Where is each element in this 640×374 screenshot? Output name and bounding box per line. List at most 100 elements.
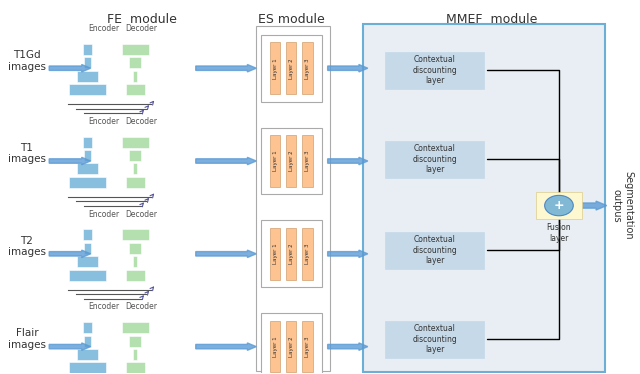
Text: +: + [554,199,564,212]
FancyBboxPatch shape [363,24,605,372]
Text: Layer 2: Layer 2 [289,243,294,264]
FancyBboxPatch shape [125,362,145,373]
FancyBboxPatch shape [385,141,484,178]
Text: Decoder: Decoder [125,24,157,33]
Polygon shape [328,157,368,165]
Text: Encoder: Encoder [88,117,119,126]
FancyBboxPatch shape [385,321,484,358]
FancyBboxPatch shape [261,35,321,102]
FancyBboxPatch shape [286,228,296,280]
Ellipse shape [545,195,573,216]
Polygon shape [49,64,91,72]
Polygon shape [196,64,256,72]
Text: T1
images: T1 images [8,143,46,165]
Text: Encoder: Encoder [88,302,119,312]
FancyBboxPatch shape [302,228,312,280]
FancyBboxPatch shape [270,321,280,373]
FancyBboxPatch shape [129,243,141,254]
FancyBboxPatch shape [84,57,91,68]
FancyBboxPatch shape [133,349,137,360]
FancyBboxPatch shape [270,228,280,280]
FancyBboxPatch shape [261,128,321,194]
FancyBboxPatch shape [286,42,296,94]
FancyBboxPatch shape [385,52,484,89]
FancyBboxPatch shape [302,135,312,187]
Text: Decoder: Decoder [125,209,157,218]
FancyBboxPatch shape [77,256,99,267]
Text: Layer 3: Layer 3 [305,58,310,79]
Text: Layer 2: Layer 2 [289,151,294,171]
FancyBboxPatch shape [270,135,280,187]
Polygon shape [49,343,91,350]
FancyBboxPatch shape [385,232,484,269]
FancyBboxPatch shape [84,336,91,347]
FancyBboxPatch shape [286,135,296,187]
FancyBboxPatch shape [302,321,312,373]
FancyBboxPatch shape [83,44,92,55]
FancyBboxPatch shape [129,57,141,68]
Text: Layer 1: Layer 1 [273,243,278,264]
Text: Flair
images: Flair images [8,328,46,350]
FancyBboxPatch shape [122,230,148,240]
FancyBboxPatch shape [270,42,280,94]
FancyBboxPatch shape [256,25,330,371]
Text: FE  module: FE module [107,12,177,25]
FancyBboxPatch shape [69,177,106,188]
FancyBboxPatch shape [261,313,321,374]
Text: Layer 1: Layer 1 [273,336,278,357]
Text: Fusion
layer: Fusion layer [547,223,572,243]
FancyBboxPatch shape [536,192,582,219]
Text: Layer 1: Layer 1 [273,58,278,79]
Text: ES module: ES module [258,12,324,25]
FancyBboxPatch shape [122,44,148,55]
Polygon shape [328,343,368,350]
FancyBboxPatch shape [133,71,137,82]
FancyBboxPatch shape [125,177,145,188]
Text: Contextual
discounting
layer: Contextual discounting layer [412,144,457,174]
FancyBboxPatch shape [286,321,296,373]
FancyBboxPatch shape [133,163,137,174]
Text: Encoder: Encoder [88,24,119,33]
Polygon shape [196,250,256,258]
FancyBboxPatch shape [69,84,106,95]
FancyBboxPatch shape [125,270,145,280]
FancyBboxPatch shape [261,220,321,287]
FancyBboxPatch shape [302,42,312,94]
Text: Contextual
discounting
layer: Contextual discounting layer [412,324,457,354]
FancyBboxPatch shape [133,256,137,267]
Polygon shape [196,343,256,350]
FancyBboxPatch shape [129,150,141,161]
Text: T1Gd
images: T1Gd images [8,50,46,71]
Text: T2
images: T2 images [8,236,46,257]
FancyBboxPatch shape [129,336,141,347]
Text: Decoder: Decoder [125,117,157,126]
Text: Segmentation
outpus: Segmentation outpus [612,171,634,240]
Polygon shape [49,250,91,258]
FancyBboxPatch shape [122,322,148,333]
Polygon shape [580,201,607,210]
Text: Layer 3: Layer 3 [305,243,310,264]
FancyBboxPatch shape [69,270,106,280]
Text: Layer 3: Layer 3 [305,151,310,171]
Text: Contextual
discounting
layer: Contextual discounting layer [412,55,457,85]
Text: Layer 2: Layer 2 [289,336,294,357]
FancyBboxPatch shape [84,243,91,254]
Text: Layer 1: Layer 1 [273,151,278,171]
Text: Decoder: Decoder [125,302,157,312]
FancyBboxPatch shape [77,71,99,82]
Polygon shape [328,64,368,72]
FancyBboxPatch shape [125,84,145,95]
FancyBboxPatch shape [69,362,106,373]
FancyBboxPatch shape [83,137,92,148]
Text: Layer 2: Layer 2 [289,58,294,79]
Polygon shape [328,250,368,258]
FancyBboxPatch shape [77,349,99,360]
Text: Layer 3: Layer 3 [305,336,310,357]
Polygon shape [49,157,91,165]
FancyBboxPatch shape [83,230,92,240]
Text: Contextual
discounting
layer: Contextual discounting layer [412,235,457,265]
FancyBboxPatch shape [122,137,148,148]
Text: MMEF  module: MMEF module [446,12,538,25]
Text: Encoder: Encoder [88,209,119,218]
FancyBboxPatch shape [83,322,92,333]
